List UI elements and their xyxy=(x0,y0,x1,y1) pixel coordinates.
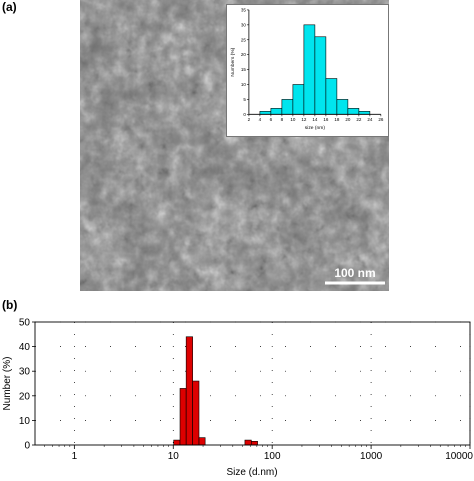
dls-bar xyxy=(173,439,181,446)
inset-x-tick-label: 12 xyxy=(301,117,307,122)
inset-y-axis-label: Numbers (%) xyxy=(230,47,236,76)
inset-bar xyxy=(259,111,272,115)
panel-a-label: (a) xyxy=(2,0,17,14)
dls-x-axis-label: Size (d.nm) xyxy=(226,467,277,478)
inset-y-tick-label: 10 xyxy=(241,82,247,87)
inset-y-tick-label: 25 xyxy=(241,37,247,42)
dls-bar xyxy=(192,380,200,446)
inset-y-tick-label: 15 xyxy=(241,67,247,72)
inset-x-tick-label: 6 xyxy=(270,117,273,122)
inset-bar xyxy=(358,111,371,115)
inset-bar xyxy=(314,36,327,115)
inset-x-tick-label: 10 xyxy=(290,117,296,122)
dls-y-tick-label: 50 xyxy=(19,318,31,329)
dls-y-tick-label: 10 xyxy=(19,416,31,427)
inset-x-tick-label: 18 xyxy=(334,117,340,122)
inset-x-tick-label: 26 xyxy=(378,117,384,122)
dls-x-tick-label: 10 xyxy=(168,451,180,462)
dls-bar xyxy=(244,439,252,446)
inset-x-tick-label: 8 xyxy=(281,117,284,122)
dls-y-tick-label: 20 xyxy=(19,391,31,402)
inset-x-tick-label: 16 xyxy=(323,117,329,122)
inset-bar xyxy=(336,99,349,115)
inset-bar xyxy=(325,78,338,115)
dls-y-tick-label: 0 xyxy=(24,441,30,452)
dls-bar xyxy=(198,437,206,446)
inset-x-tick-label: 4 xyxy=(259,117,262,122)
dls-x-tick-label: 100 xyxy=(264,451,281,462)
inset-bar xyxy=(303,24,316,115)
dls-bar xyxy=(250,441,258,446)
dls-bar xyxy=(185,336,193,446)
inset-x-axis-label: size (nm) xyxy=(305,125,326,131)
dls-plot-area: 0 10 20 30 40 50 1 10 100 1000 10000 Size (d.nm) Num… xyxy=(2,318,473,479)
inset-bar xyxy=(281,99,294,115)
inset-x-tick-label: 14 xyxy=(312,117,318,122)
dls-bar xyxy=(179,388,187,446)
dls-y-axis-label: Number (%) xyxy=(2,357,13,411)
inset-bar xyxy=(292,84,305,115)
dls-y-tick-label: 30 xyxy=(19,367,31,378)
inset-bar xyxy=(270,108,283,115)
dls-x-tick-label: 10000 xyxy=(445,451,473,462)
inset-x-tick-label: 20 xyxy=(345,117,351,122)
inset-bar xyxy=(347,108,360,115)
inset-y-tick-label: 5 xyxy=(243,97,246,102)
inset-y-tick-label: 35 xyxy=(241,8,247,13)
inset-x-tick-label: 22 xyxy=(356,117,362,122)
inset-y-tick-label: 30 xyxy=(241,22,247,27)
inset-y-tick-label: 20 xyxy=(241,52,247,57)
dls-plot-frame xyxy=(34,321,471,446)
dls-x-tick-label: 1000 xyxy=(360,451,383,462)
inset-x-tick-label: 24 xyxy=(367,117,373,122)
inset-x-tick-label: 2 xyxy=(248,117,251,122)
inset-y-tick-label: 0 xyxy=(243,112,246,117)
dls-size-distribution-chart: 0 10 20 30 40 50 1 10 100 1000 10000 Size (d.nm) Num… xyxy=(2,318,473,479)
sem-scale-bar-label: 100 nm xyxy=(334,266,375,280)
dls-y-tick-label: 40 xyxy=(19,342,31,353)
dls-x-tick-label: 1 xyxy=(72,451,78,462)
panel-b-label: (b) xyxy=(2,298,18,312)
